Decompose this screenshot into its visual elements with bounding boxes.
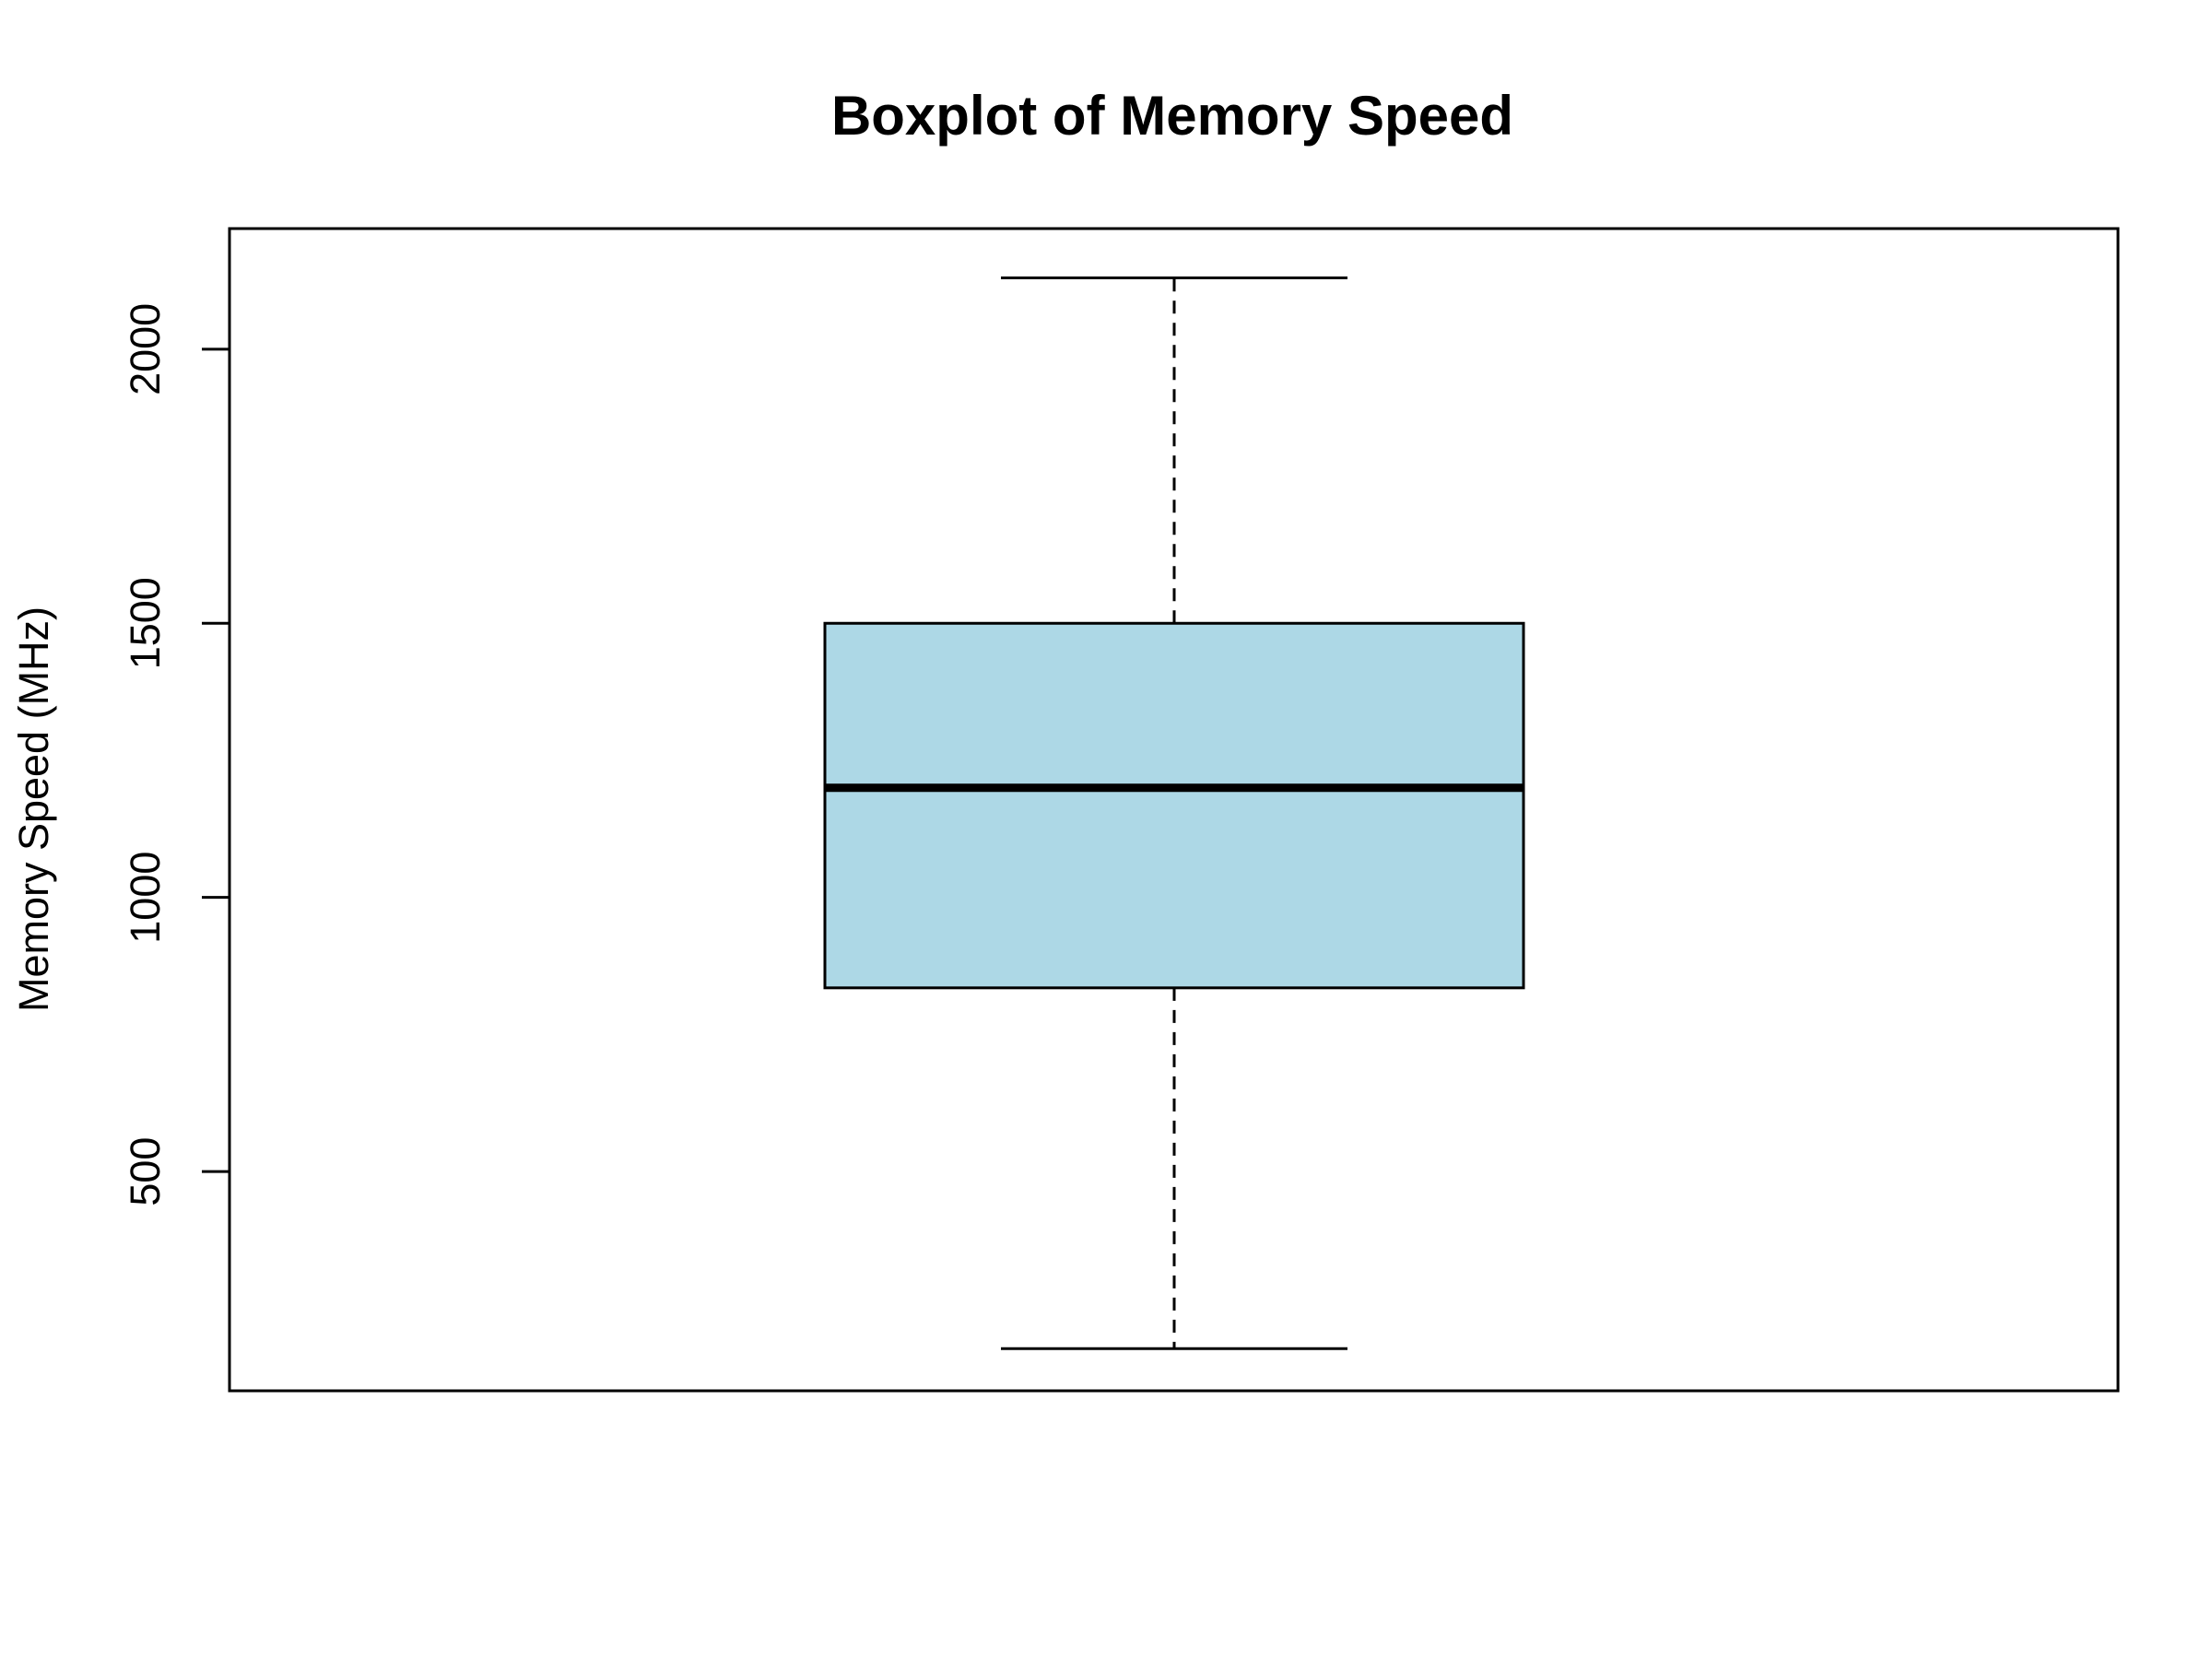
y-tick-label: 1500 <box>122 577 169 669</box>
y-tick-label: 500 <box>122 1137 169 1206</box>
interquartile-box <box>823 621 1525 990</box>
y-axis-label: Memory Speed (MHz) <box>10 606 57 1012</box>
box-plot <box>823 276 1525 1350</box>
chart-title: Boxplot of Memory Speed <box>831 85 1513 147</box>
y-axis: 500 1000 1500 2000 <box>122 303 231 1206</box>
y-tick-label: 1000 <box>122 852 169 944</box>
y-tick-label: 2000 <box>122 303 169 395</box>
